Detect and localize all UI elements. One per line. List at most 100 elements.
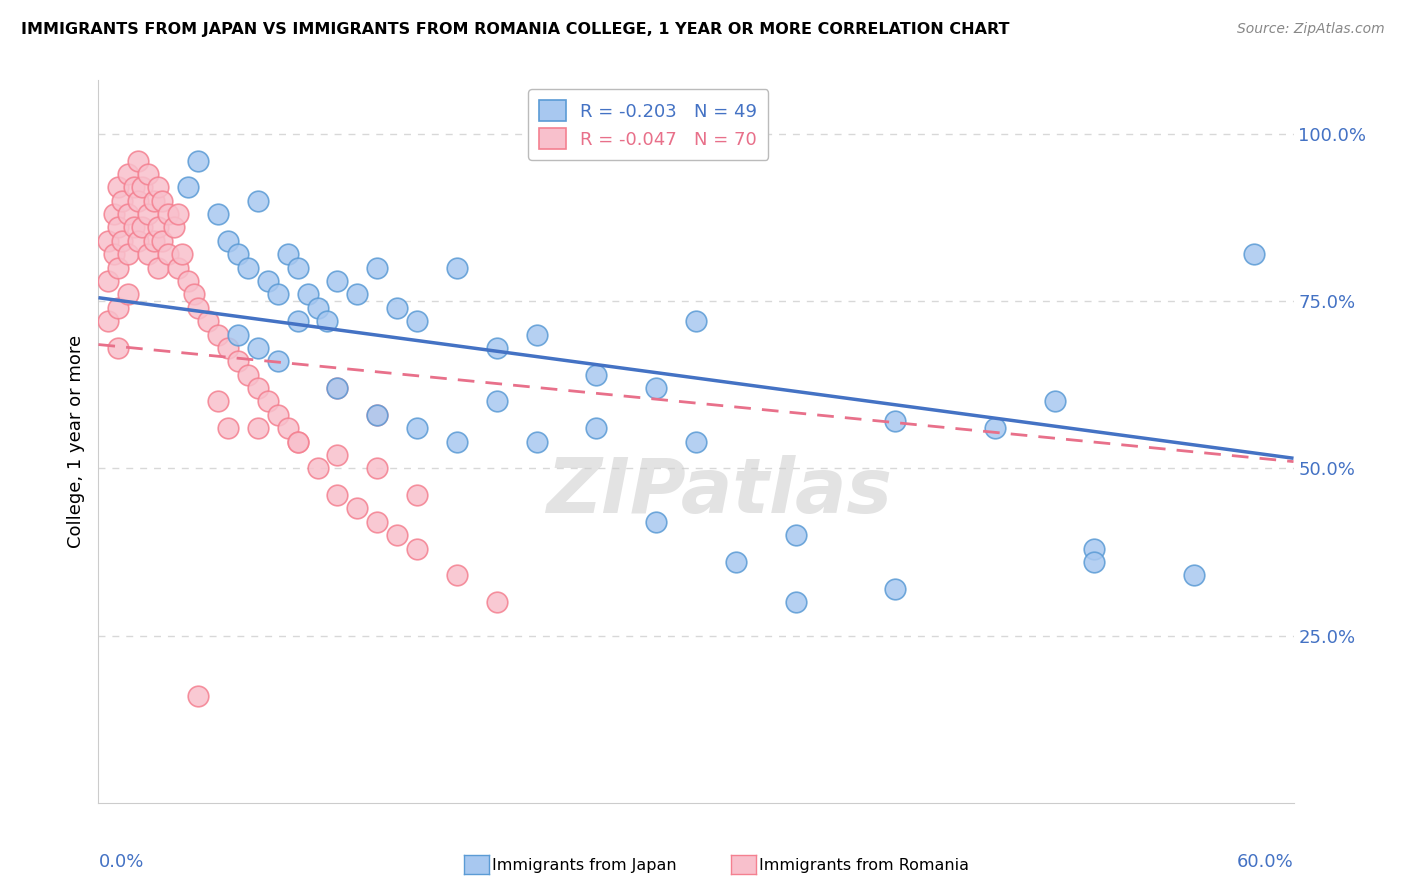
Point bbox=[97, 274, 120, 288]
Point bbox=[117, 167, 139, 181]
Point bbox=[526, 327, 548, 342]
Point bbox=[207, 327, 229, 342]
Text: 0.0%: 0.0% bbox=[98, 853, 143, 871]
Point bbox=[1243, 247, 1265, 261]
Point bbox=[111, 194, 134, 208]
Point bbox=[645, 381, 668, 395]
Point bbox=[150, 194, 173, 208]
Point bbox=[127, 234, 149, 248]
Point bbox=[884, 414, 907, 429]
Point bbox=[117, 247, 139, 261]
Text: Immigrants from Japan: Immigrants from Japan bbox=[492, 858, 676, 872]
Point bbox=[385, 301, 409, 315]
Point bbox=[226, 354, 249, 368]
Point bbox=[217, 234, 239, 248]
Point bbox=[148, 180, 170, 194]
Point bbox=[246, 421, 269, 435]
Point bbox=[107, 180, 129, 194]
Point bbox=[366, 408, 388, 422]
Point bbox=[326, 488, 349, 502]
Y-axis label: College, 1 year or more: College, 1 year or more bbox=[66, 335, 84, 548]
Point bbox=[236, 368, 259, 382]
Point bbox=[124, 220, 146, 235]
Point bbox=[366, 461, 388, 475]
Point bbox=[316, 314, 339, 328]
Text: Immigrants from Romania: Immigrants from Romania bbox=[759, 858, 969, 872]
Point bbox=[585, 368, 607, 382]
Point bbox=[107, 341, 129, 355]
Point bbox=[366, 515, 388, 529]
Point bbox=[366, 260, 388, 275]
Point bbox=[685, 434, 707, 449]
Point bbox=[256, 394, 278, 409]
Point bbox=[226, 327, 249, 342]
Point bbox=[107, 301, 129, 315]
Point bbox=[326, 448, 349, 462]
Point bbox=[485, 341, 508, 355]
Point bbox=[326, 274, 349, 288]
Point bbox=[1083, 541, 1105, 556]
Point bbox=[103, 207, 125, 221]
Point bbox=[287, 434, 309, 449]
Point bbox=[406, 314, 429, 328]
Point bbox=[197, 314, 219, 328]
Point bbox=[217, 341, 239, 355]
Legend: R = -0.203   N = 49, R = -0.047   N = 70: R = -0.203 N = 49, R = -0.047 N = 70 bbox=[529, 89, 768, 160]
Point bbox=[143, 194, 166, 208]
Point bbox=[526, 434, 548, 449]
Point bbox=[148, 220, 170, 235]
Point bbox=[277, 247, 299, 261]
Point bbox=[485, 595, 508, 609]
Point bbox=[97, 234, 120, 248]
Text: 60.0%: 60.0% bbox=[1237, 853, 1294, 871]
Point bbox=[187, 301, 209, 315]
Point bbox=[724, 555, 747, 569]
Point bbox=[307, 301, 329, 315]
Point bbox=[136, 207, 159, 221]
Point bbox=[984, 421, 1007, 435]
Point bbox=[131, 180, 153, 194]
Point bbox=[326, 381, 349, 395]
Point bbox=[226, 247, 249, 261]
Point bbox=[124, 180, 146, 194]
Text: ZIPatlas: ZIPatlas bbox=[547, 455, 893, 529]
Point bbox=[585, 421, 607, 435]
Point bbox=[127, 194, 149, 208]
Point bbox=[103, 247, 125, 261]
Point bbox=[297, 287, 319, 301]
Point bbox=[1083, 555, 1105, 569]
Point bbox=[326, 381, 349, 395]
Point bbox=[385, 528, 409, 542]
Point bbox=[111, 234, 134, 248]
Point bbox=[1182, 568, 1205, 582]
Point bbox=[117, 207, 139, 221]
Point bbox=[446, 434, 468, 449]
Point bbox=[187, 689, 209, 703]
Point bbox=[485, 394, 508, 409]
Point bbox=[406, 488, 429, 502]
Point bbox=[143, 234, 166, 248]
Point bbox=[287, 434, 309, 449]
Point bbox=[884, 582, 907, 596]
Point bbox=[267, 287, 290, 301]
Point bbox=[177, 180, 200, 194]
Point bbox=[246, 381, 269, 395]
Point bbox=[246, 194, 269, 208]
Point bbox=[177, 274, 200, 288]
Point bbox=[346, 287, 368, 301]
Point bbox=[207, 394, 229, 409]
Point bbox=[1043, 394, 1066, 409]
Point bbox=[167, 207, 190, 221]
Point bbox=[117, 287, 139, 301]
Point bbox=[157, 247, 180, 261]
Point bbox=[127, 153, 149, 168]
Point bbox=[785, 528, 807, 542]
Text: Source: ZipAtlas.com: Source: ZipAtlas.com bbox=[1237, 22, 1385, 37]
Point bbox=[107, 220, 129, 235]
Point bbox=[167, 260, 190, 275]
Point bbox=[307, 461, 329, 475]
Point bbox=[277, 421, 299, 435]
Point bbox=[148, 260, 170, 275]
Point bbox=[287, 314, 309, 328]
Point bbox=[187, 153, 209, 168]
